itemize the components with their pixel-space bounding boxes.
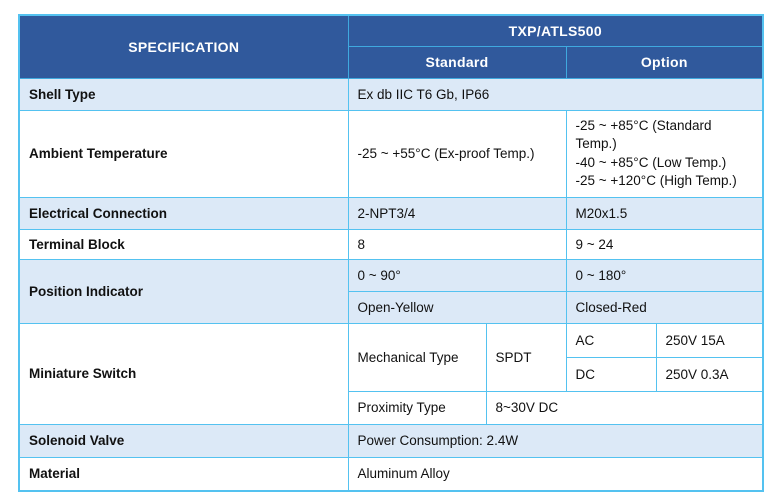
header-row-product: SPECIFICATION TXP/ATLS500	[18, 14, 764, 79]
electrical-connection-label: Electrical Connection	[18, 196, 349, 230]
miniature-switch-proximity-label: Proximity Type	[347, 390, 487, 425]
position-indicator-standard-range: 0 ~ 90°	[347, 258, 567, 292]
spec-table: SPECIFICATION TXP/ATLS500 Standard Optio…	[18, 14, 765, 492]
miniature-switch-mechanical-contact: SPDT	[485, 322, 567, 392]
row-ambient-temperature: Ambient Temperature -25 ~ +55°C (Ex-proo…	[18, 109, 764, 198]
solenoid-valve-label: Solenoid Valve	[18, 423, 349, 458]
row-shell-type: Shell Type Ex db IIC T6 Gb, IP66	[18, 77, 764, 111]
position-indicator-standard-state: Open-Yellow	[347, 290, 567, 324]
ambient-temperature-option: -25 ~ +85°C (Standard Temp.) -40 ~ +85°C…	[565, 109, 764, 198]
material-label: Material	[18, 456, 349, 492]
header-product: TXP/ATLS500	[347, 14, 764, 47]
header-option: Option	[565, 45, 764, 79]
ambient-temperature-standard: -25 ~ +55°C (Ex-proof Temp.)	[347, 109, 567, 198]
row-solenoid-valve: Solenoid Valve Power Consumption: 2.4W	[18, 423, 764, 458]
miniature-switch-mechanical-label: Mechanical Type	[347, 322, 487, 392]
row-terminal-block: Terminal Block 8 9 ~ 24	[18, 228, 764, 260]
ambient-option-line-2: -40 ~ +85°C (Low Temp.)	[575, 154, 727, 170]
row-miniature-switch-proximity: Proximity Type 8~30V DC	[19, 390, 764, 425]
header-specification: SPECIFICATION	[18, 14, 349, 79]
solenoid-valve-value: Power Consumption: 2.4W	[347, 423, 764, 458]
terminal-block-label: Terminal Block	[18, 228, 349, 260]
terminal-block-option: 9 ~ 24	[565, 228, 764, 260]
row-position-indicator-range: Position Indicator 0 ~ 90° 0 ~ 180°	[18, 258, 764, 324]
ambient-option-line-1: -25 ~ +85°C (Standard Temp.)	[575, 118, 712, 152]
material-value: Aluminum Alloy	[347, 456, 764, 492]
header-standard: Standard	[347, 45, 567, 79]
row-miniature-switch-ac: Miniature Switch Mechanical Type SPDT AC…	[18, 322, 764, 425]
row-material: Material Aluminum Alloy	[18, 456, 764, 492]
shell-type-label: Shell Type	[18, 77, 349, 111]
terminal-block-standard: 8	[347, 228, 567, 260]
miniature-switch-ac-rating: 250V 15A	[655, 322, 764, 358]
miniature-switch-proximity-rating: 8~30V DC	[485, 390, 764, 425]
miniature-switch-label: Miniature Switch	[18, 322, 349, 425]
ambient-option-line-3: -25 ~ +120°C (High Temp.)	[575, 172, 737, 188]
position-indicator-label: Position Indicator	[18, 258, 349, 324]
miniature-switch-dc-label: DC	[565, 356, 657, 392]
row-miniature-switch-dc: DC 250V 0.3A	[19, 356, 764, 392]
miniature-switch-ac-label: AC	[565, 322, 657, 358]
header-row-columns: Standard Option	[19, 45, 764, 79]
shell-type-value: Ex db IIC T6 Gb, IP66	[347, 77, 764, 111]
position-indicator-option-range: 0 ~ 180°	[565, 258, 764, 292]
electrical-connection-standard: 2-NPT3/4	[347, 196, 567, 230]
position-indicator-option-state: Closed-Red	[565, 290, 764, 324]
miniature-switch-dc-rating: 250V 0.3A	[655, 356, 764, 392]
row-electrical-connection: Electrical Connection 2-NPT3/4 M20x1.5	[18, 196, 764, 230]
electrical-connection-option: M20x1.5	[565, 196, 764, 230]
ambient-temperature-label: Ambient Temperature	[18, 109, 349, 198]
